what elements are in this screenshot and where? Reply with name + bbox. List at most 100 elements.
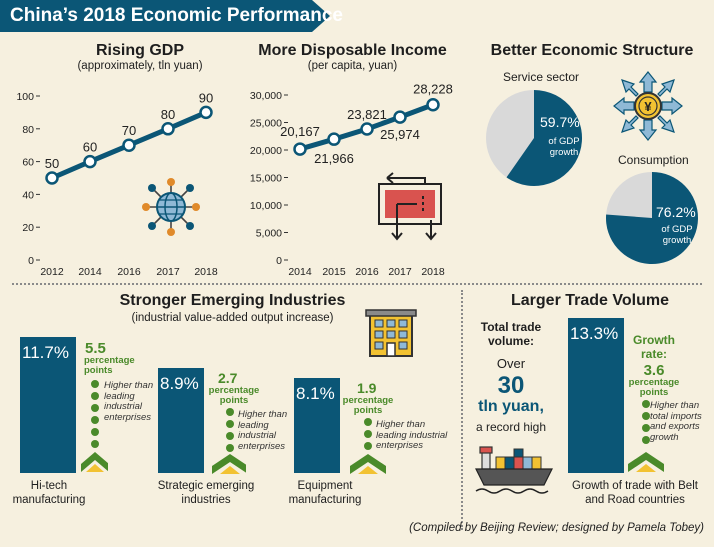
data-point (122, 138, 136, 152)
hitech-points-label-1: percentage (84, 355, 135, 366)
x-tick-label: 2018 (421, 266, 445, 278)
credit-line: (Compiled by Beijing Review; designed by… (409, 522, 704, 534)
trade-caption-1: Growth of trade with Belt (572, 480, 698, 492)
data-point (199, 105, 213, 120)
data-point (426, 97, 440, 112)
y-tick-label: 100 (16, 91, 34, 103)
equipment-note: Higher than leading industrial enterpris… (376, 419, 448, 451)
data-label: 23,821 (347, 107, 387, 122)
growth-points-label-1: percentage (628, 377, 680, 388)
strategic-note: Higher than leading industrial enterpris… (238, 409, 288, 452)
trade-bar (568, 318, 624, 473)
trade-title: Larger Trade Volume (511, 292, 669, 309)
pie-value-slice (606, 172, 698, 264)
data-point (293, 142, 307, 156)
equipment-points-label-2: points (353, 405, 383, 416)
svg-text:¥: ¥ (644, 99, 652, 114)
strategic-points-label-2: points (219, 395, 249, 406)
equipment-caption: Equipment manufacturing (284, 479, 366, 507)
data-label: 25,974 (380, 127, 420, 142)
y-tick-label: 15,000 (250, 173, 282, 185)
hitech-points: 5.5 (85, 340, 106, 357)
data-label: 70 (122, 123, 136, 138)
y-tick-label: 20 (22, 222, 34, 234)
total-trade-label: Total trade volume: (478, 320, 544, 348)
service-desc-line-1: of GDP (548, 136, 580, 147)
data-label: 60 (83, 140, 97, 155)
equipment-value: 8.1% (296, 384, 335, 403)
cargo-ship-icon (475, 446, 553, 494)
x-tick-label: 2017 (156, 266, 180, 278)
consumption-label: Consumption (618, 153, 689, 167)
service-value: 59.7% (540, 114, 580, 130)
trade-note: Higher than total imports and exports gr… (650, 400, 702, 443)
service-desc: of GDP growth (538, 136, 590, 158)
equipment-growth-indicator (350, 418, 386, 474)
x-tick-label: 2014 (78, 266, 102, 278)
y-tick-label: 20,000 (250, 145, 282, 157)
data-label: 80 (161, 107, 175, 122)
gdp-subtitle: (approximately, tln yuan) (77, 60, 203, 72)
structure-title: Better Economic Structure (490, 42, 694, 59)
strategic-caption: Strategic emerging industries (150, 479, 262, 507)
y-tick-label: 0 (276, 255, 282, 267)
trade-caption: Growth of trade with Belt and Road count… (560, 479, 710, 507)
y-tick-label: 30,000 (250, 90, 282, 102)
global-network-icon (142, 178, 200, 236)
y-tick-label: 0 (28, 255, 34, 267)
y-tick-label: 5,000 (256, 228, 282, 240)
y-tick-label: 40 (22, 189, 34, 201)
data-point (83, 154, 97, 169)
consumption-desc-line-2: growth (662, 235, 692, 246)
data-point (45, 171, 59, 185)
equipment-caption-2: manufacturing (288, 494, 362, 506)
y-tick-label: 10,000 (250, 200, 282, 212)
hitech-note: Higher than leading industrial enterpris… (104, 380, 154, 423)
data-point (161, 122, 175, 136)
money-flow-icon (378, 172, 442, 241)
x-tick-label: 2015 (322, 266, 346, 278)
hitech-caption-1: Hi-tech (30, 480, 68, 492)
growth-rate-label-2: rate: (640, 347, 667, 361)
trade-unit: tln yuan, (478, 398, 544, 415)
trade-over: Over (496, 356, 526, 371)
industries-subtitle: (industrial value-added output increase) (131, 312, 334, 324)
hitech-caption: Hi-tech manufacturing (10, 479, 88, 507)
y-tick-label: 25,000 (250, 118, 282, 130)
trade-bar-value: 13.3% (570, 324, 619, 343)
growth-points-label-2: points (639, 387, 669, 398)
yuan-expansion-icon: ¥ (613, 71, 683, 141)
growth-rate-label-1: Growth (633, 333, 675, 347)
equipment-points: 1.9 (357, 380, 377, 396)
consumption-value: 76.2% (656, 204, 696, 220)
income-subtitle: (per capita, yuan) (307, 60, 398, 72)
x-tick-label: 2012 (40, 266, 64, 278)
page-title: China’s 2018 Economic Performance (10, 5, 343, 26)
strategic-caption-2: industries (181, 494, 231, 506)
income-line-chart: 0 5,000 10,000 15,000 20,000 25,000 30,000 2014… (250, 82, 453, 278)
hitech-value: 11.7% (22, 343, 69, 362)
strategic-points-label-1: percentage (208, 385, 260, 396)
income-title: More Disposable Income (258, 42, 447, 59)
growth-rate-label: Growth rate: (630, 333, 678, 361)
gdp-line-chart: 0 20 40 60 80 100 2012 2014 2016 2017 2018 50 60 70 80… (16, 90, 217, 278)
industries-title: Stronger Emerging Industries (119, 292, 346, 309)
growth-points-label: percentage points (622, 378, 686, 398)
data-point (360, 122, 374, 136)
strategic-points-label: percentage points (206, 386, 262, 406)
y-tick-label: 80 (22, 124, 34, 136)
y-tick-label: 60 (22, 157, 34, 169)
hitech-points-label: percentage points (84, 356, 135, 376)
data-label: 28,228 (413, 82, 453, 97)
growth-points: 3.6 (643, 362, 665, 379)
service-sector-label: Service sector (503, 70, 580, 84)
consumption-desc: of GDP growth (652, 224, 702, 246)
trade-growth-indicator (628, 400, 664, 472)
trade-big-number: 30 (497, 372, 525, 399)
building-icon (365, 309, 417, 357)
strategic-bar (158, 368, 204, 473)
data-label: 20,167 (280, 124, 320, 139)
x-tick-label: 2017 (388, 266, 412, 278)
data-point (327, 132, 341, 146)
consumption-pie (606, 172, 698, 264)
